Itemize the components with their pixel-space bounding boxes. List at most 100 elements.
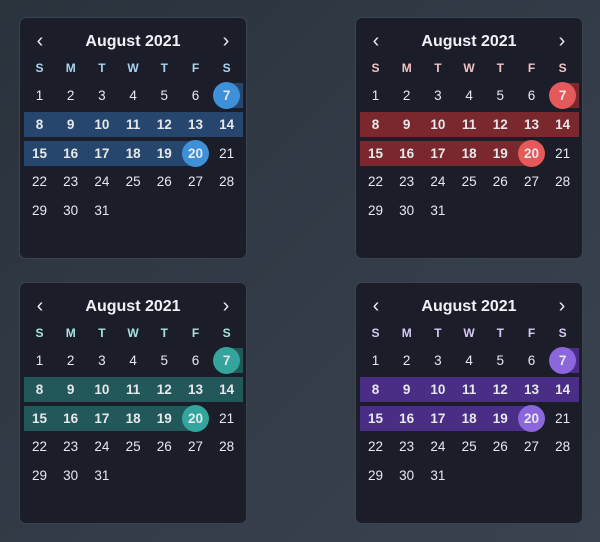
in-range-day[interactable]: 9: [391, 377, 422, 402]
day[interactable]: 21: [211, 141, 242, 166]
in-range-day[interactable]: 13: [516, 112, 547, 137]
in-range-day[interactable]: 12: [485, 112, 516, 137]
chevron-right-icon[interactable]: ›: [222, 30, 230, 52]
in-range-day[interactable]: 14: [547, 377, 578, 402]
day[interactable]: 31: [422, 463, 453, 488]
in-range-day[interactable]: 15: [360, 406, 391, 431]
day[interactable]: 23: [55, 169, 86, 194]
in-range-day[interactable]: 19: [149, 141, 180, 166]
in-range-day[interactable]: 15: [24, 406, 55, 431]
day[interactable]: 4: [454, 83, 485, 108]
day[interactable]: 26: [485, 169, 516, 194]
day[interactable]: 29: [24, 463, 55, 488]
day[interactable]: 22: [360, 434, 391, 459]
day[interactable]: 27: [516, 434, 547, 459]
range-start-day[interactable]: 7: [547, 82, 578, 109]
in-range-day[interactable]: 14: [211, 377, 242, 402]
chevron-left-icon[interactable]: ‹: [36, 30, 44, 52]
day[interactable]: 31: [86, 198, 117, 223]
day[interactable]: 28: [211, 169, 242, 194]
in-range-day[interactable]: 16: [391, 406, 422, 431]
day[interactable]: 27: [180, 169, 211, 194]
day[interactable]: 23: [391, 434, 422, 459]
in-range-day[interactable]: 10: [422, 112, 453, 137]
day[interactable]: 21: [547, 141, 578, 166]
day[interactable]: 24: [422, 434, 453, 459]
in-range-day[interactable]: 12: [485, 377, 516, 402]
range-end-day[interactable]: 20: [180, 404, 211, 432]
in-range-day[interactable]: 11: [118, 377, 149, 402]
in-range-day[interactable]: 17: [422, 141, 453, 166]
day[interactable]: 2: [55, 348, 86, 373]
range-end-day[interactable]: 20: [516, 404, 547, 432]
day[interactable]: 30: [391, 198, 422, 223]
day[interactable]: 24: [422, 169, 453, 194]
day[interactable]: 3: [86, 348, 117, 373]
in-range-day[interactable]: 18: [118, 406, 149, 431]
day[interactable]: 1: [360, 348, 391, 373]
in-range-day[interactable]: 13: [516, 377, 547, 402]
day[interactable]: 1: [24, 348, 55, 373]
day[interactable]: 30: [55, 463, 86, 488]
in-range-day[interactable]: 19: [485, 406, 516, 431]
day[interactable]: 25: [118, 169, 149, 194]
day[interactable]: 2: [391, 83, 422, 108]
day[interactable]: 4: [118, 83, 149, 108]
day[interactable]: 29: [360, 198, 391, 223]
range-start-day[interactable]: 7: [547, 347, 578, 374]
day[interactable]: 26: [485, 434, 516, 459]
day[interactable]: 29: [24, 198, 55, 223]
day[interactable]: 3: [422, 348, 453, 373]
range-end-day[interactable]: 20: [516, 139, 547, 167]
in-range-day[interactable]: 18: [454, 141, 485, 166]
day[interactable]: 28: [547, 434, 578, 459]
in-range-day[interactable]: 16: [55, 141, 86, 166]
in-range-day[interactable]: 8: [360, 377, 391, 402]
chevron-right-icon[interactable]: ›: [222, 295, 230, 317]
day[interactable]: 28: [547, 169, 578, 194]
in-range-day[interactable]: 9: [55, 377, 86, 402]
day[interactable]: 31: [86, 463, 117, 488]
in-range-day[interactable]: 9: [55, 112, 86, 137]
in-range-day[interactable]: 19: [485, 141, 516, 166]
chevron-right-icon[interactable]: ›: [558, 30, 566, 52]
chevron-left-icon[interactable]: ‹: [372, 295, 380, 317]
day[interactable]: 5: [149, 83, 180, 108]
day[interactable]: 27: [516, 169, 547, 194]
in-range-day[interactable]: 17: [422, 406, 453, 431]
in-range-day[interactable]: 12: [149, 377, 180, 402]
in-range-day[interactable]: 14: [547, 112, 578, 137]
range-start-day[interactable]: 7: [211, 347, 242, 374]
day[interactable]: 25: [454, 434, 485, 459]
in-range-day[interactable]: 13: [180, 377, 211, 402]
in-range-day[interactable]: 11: [454, 112, 485, 137]
day[interactable]: 23: [391, 169, 422, 194]
day[interactable]: 30: [55, 198, 86, 223]
chevron-right-icon[interactable]: ›: [558, 295, 566, 317]
day[interactable]: 22: [24, 169, 55, 194]
chevron-left-icon[interactable]: ‹: [372, 30, 380, 52]
day[interactable]: 25: [454, 169, 485, 194]
day[interactable]: 6: [180, 348, 211, 373]
in-range-day[interactable]: 14: [211, 112, 242, 137]
day[interactable]: 24: [86, 169, 117, 194]
day[interactable]: 24: [86, 434, 117, 459]
day[interactable]: 3: [86, 83, 117, 108]
day[interactable]: 2: [391, 348, 422, 373]
day[interactable]: 21: [211, 406, 242, 431]
in-range-day[interactable]: 11: [454, 377, 485, 402]
day[interactable]: 1: [360, 83, 391, 108]
in-range-day[interactable]: 15: [360, 141, 391, 166]
chevron-left-icon[interactable]: ‹: [36, 295, 44, 317]
day[interactable]: 3: [422, 83, 453, 108]
day[interactable]: 30: [391, 463, 422, 488]
day[interactable]: 1: [24, 83, 55, 108]
in-range-day[interactable]: 16: [391, 141, 422, 166]
day[interactable]: 5: [485, 348, 516, 373]
range-start-day[interactable]: 7: [211, 82, 242, 109]
day[interactable]: 27: [180, 434, 211, 459]
day[interactable]: 22: [360, 169, 391, 194]
day[interactable]: 29: [360, 463, 391, 488]
in-range-day[interactable]: 13: [180, 112, 211, 137]
day[interactable]: 6: [516, 83, 547, 108]
